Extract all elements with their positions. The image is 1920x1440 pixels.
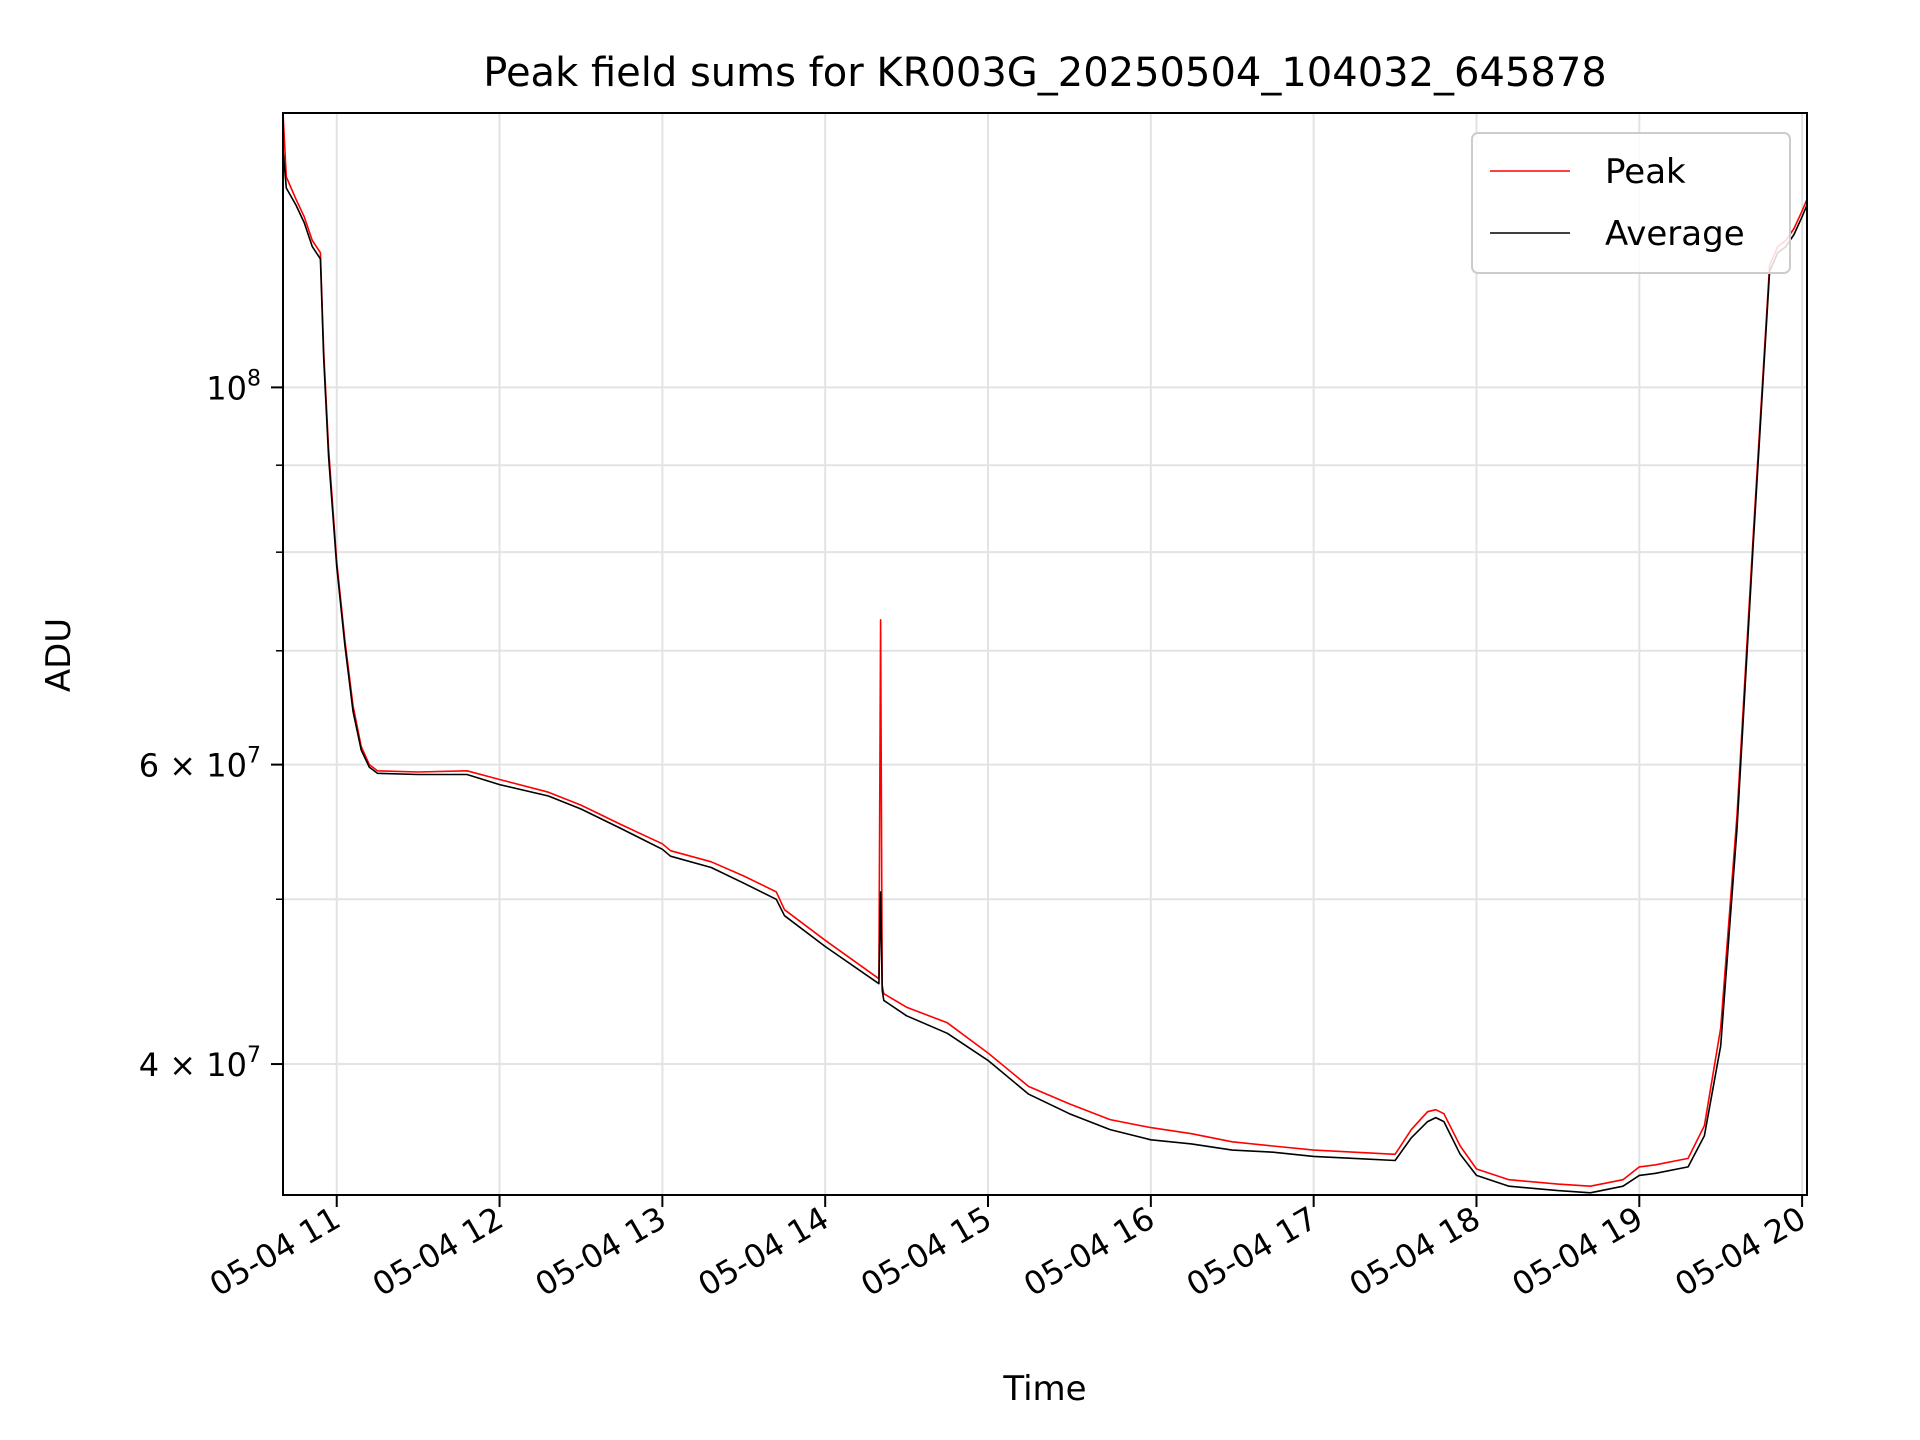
series-line-peak [282, 112, 1808, 1187]
y-tick-base: 4 × 10 [139, 1046, 247, 1084]
y-tick-exponent: 7 [247, 744, 261, 769]
grid [283, 113, 1807, 1195]
series-layer [282, 112, 1808, 1194]
y-tick-label: 108 [206, 366, 261, 407]
y-tick-exponent: 7 [247, 1043, 261, 1068]
series-line-average [282, 149, 1808, 1194]
x-axis-label: Time [1002, 1369, 1086, 1409]
chart-title: Peak field sums for KR003G_20250504_1040… [483, 50, 1607, 96]
plot-frame [282, 112, 1808, 1196]
legend-peak-label: Peak [1605, 152, 1686, 192]
y-tick-base: 6 × 10 [139, 747, 247, 785]
legend-box [1471, 132, 1791, 274]
y-tick-label: 6 × 107 [139, 744, 261, 785]
y-tick-label: 4 × 107 [139, 1043, 261, 1084]
y-tick-exponent: 8 [247, 366, 261, 391]
legend: Peak Average [1471, 132, 1791, 274]
y-axis-label: ADU [39, 618, 79, 692]
y-tick-base: 10 [206, 369, 247, 407]
legend-average-label: Average [1605, 214, 1745, 254]
